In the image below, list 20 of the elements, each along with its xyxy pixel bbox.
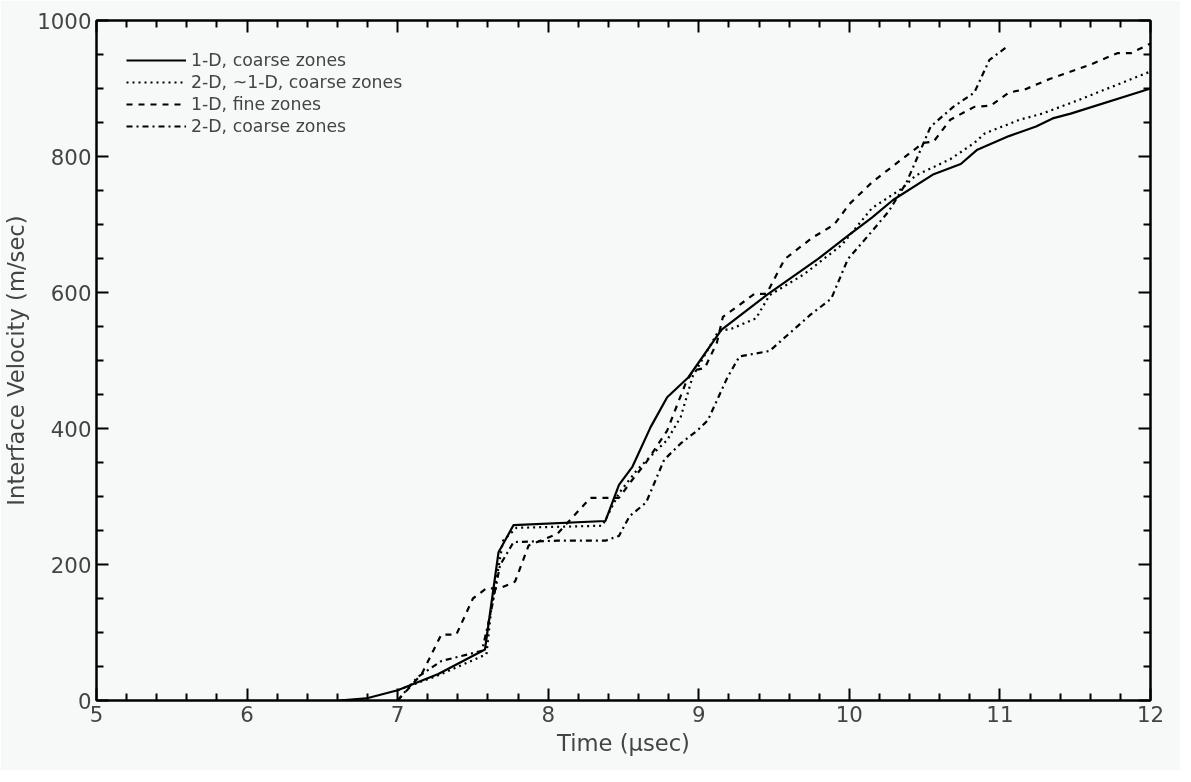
y-tick-label: 200 bbox=[50, 552, 92, 578]
y-tick-label: 0 bbox=[77, 688, 92, 714]
legend-label: 2-D, ~1-D, coarse zones bbox=[191, 72, 403, 92]
x-tick-label: 8 bbox=[541, 701, 556, 727]
legend-label: 2-D, coarse zones bbox=[191, 116, 347, 136]
x-axis-title: Time (μsec) bbox=[556, 729, 690, 756]
y-tick-label: 1000 bbox=[37, 8, 92, 34]
x-tick-label: 10 bbox=[835, 701, 863, 727]
x-tick-label: 11 bbox=[986, 701, 1014, 727]
legend-label: 1-D, fine zones bbox=[191, 94, 322, 114]
y-axis-title: Interface Velocity (m/sec) bbox=[3, 215, 30, 506]
x-tick-label: 7 bbox=[390, 701, 405, 727]
y-tick-label: 600 bbox=[50, 280, 92, 306]
y-tick-label: 800 bbox=[50, 144, 92, 170]
y-tick-label: 400 bbox=[50, 416, 92, 442]
x-tick-label: 9 bbox=[692, 701, 706, 727]
x-tick-label: 12 bbox=[1136, 701, 1165, 727]
x-tick-label: 5 bbox=[89, 701, 104, 727]
x-tick-label: 6 bbox=[240, 701, 254, 727]
legend-label: 1-D, coarse zones bbox=[191, 50, 347, 70]
